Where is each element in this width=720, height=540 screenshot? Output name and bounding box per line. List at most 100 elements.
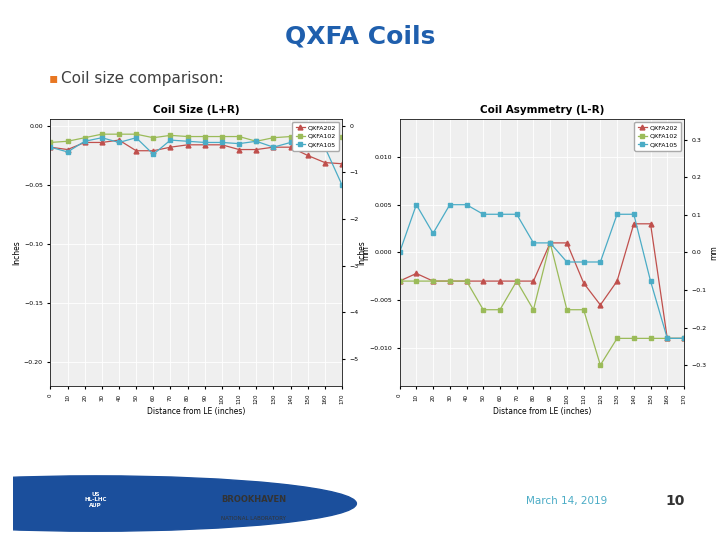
QXFA105	[235, 140, 243, 147]
QXFA202	[412, 270, 420, 276]
QXFA102	[63, 138, 72, 145]
QXFA105	[81, 138, 89, 145]
QXFA105	[546, 240, 554, 246]
QXFA105	[114, 139, 123, 146]
QXFA105	[184, 138, 192, 145]
QXFA202	[613, 278, 621, 285]
QXFA202	[114, 137, 123, 143]
QXFA202	[287, 144, 295, 151]
Text: BROOKHAVEN: BROOKHAVEN	[221, 495, 286, 504]
QXFA102	[462, 278, 471, 285]
Y-axis label: mm: mm	[709, 245, 719, 260]
Text: Coil size comparison:: Coil size comparison:	[61, 71, 224, 86]
X-axis label: Distance from LE (inches): Distance from LE (inches)	[492, 407, 591, 416]
QXFA202	[529, 278, 538, 285]
Text: ▪: ▪	[49, 71, 58, 85]
QXFA105	[513, 211, 521, 218]
QXFA105	[495, 211, 504, 218]
QXFA202	[269, 144, 278, 151]
QXFA202	[184, 141, 192, 148]
QXFA102	[613, 335, 621, 342]
QXFA105	[200, 139, 209, 146]
QXFA102	[149, 134, 158, 141]
QXFA202	[303, 152, 312, 159]
QXFA105	[428, 230, 437, 237]
Text: 10: 10	[666, 494, 685, 508]
Line: QXFA202: QXFA202	[397, 221, 686, 341]
QXFA202	[513, 278, 521, 285]
QXFA102	[495, 307, 504, 313]
QXFA102	[269, 134, 278, 141]
QXFA105	[613, 211, 621, 218]
QXFA105	[63, 148, 72, 155]
QXFA105	[303, 137, 312, 143]
QXFA102	[395, 278, 404, 285]
QXFA202	[596, 302, 605, 308]
QXFA102	[287, 133, 295, 140]
QXFA105	[132, 134, 140, 141]
QXFA102	[303, 133, 312, 140]
QXFA105	[287, 139, 295, 146]
Legend: QXFA202, QXFA102, QXFA105: QXFA202, QXFA102, QXFA105	[292, 122, 339, 151]
QXFA105	[338, 182, 346, 188]
QXFA202	[546, 240, 554, 246]
QXFA105	[269, 144, 278, 151]
QXFA102	[562, 307, 571, 313]
QXFA202	[252, 146, 261, 153]
Line: QXFA202: QXFA202	[48, 138, 344, 166]
QXFA102	[647, 335, 655, 342]
QXFA102	[132, 131, 140, 137]
Line: QXFA102: QXFA102	[397, 240, 686, 368]
QXFA202	[462, 278, 471, 285]
QXFA102	[428, 278, 437, 285]
QXFA105	[479, 211, 487, 218]
QXFA102	[338, 133, 346, 140]
Line: QXFA105: QXFA105	[48, 136, 344, 187]
Text: QXFA Coils: QXFA Coils	[285, 24, 435, 48]
Circle shape	[0, 476, 356, 531]
QXFA202	[338, 160, 346, 167]
Text: March 14, 2019: March 14, 2019	[526, 496, 607, 506]
Title: Coil Asymmetry (L-R): Coil Asymmetry (L-R)	[480, 105, 604, 115]
QXFA102	[217, 133, 226, 140]
QXFA102	[320, 133, 329, 140]
Legend: QXFA202, QXFA102, QXFA105: QXFA202, QXFA102, QXFA105	[634, 122, 681, 151]
QXFA105	[446, 201, 454, 208]
QXFA202	[428, 278, 437, 285]
Y-axis label: Inches: Inches	[357, 240, 366, 265]
Line: QXFA102: QXFA102	[48, 132, 344, 145]
QXFA105	[462, 201, 471, 208]
QXFA105	[395, 249, 404, 256]
QXFA102	[680, 335, 688, 342]
QXFA202	[395, 278, 404, 285]
QXFA105	[663, 335, 672, 342]
QXFA102	[97, 131, 106, 137]
Line: QXFA105: QXFA105	[397, 202, 686, 341]
QXFA202	[320, 159, 329, 166]
QXFA105	[412, 201, 420, 208]
QXFA202	[680, 335, 688, 342]
QXFA105	[562, 259, 571, 265]
QXFA202	[479, 278, 487, 285]
QXFA102	[166, 132, 175, 139]
QXFA202	[97, 139, 106, 146]
QXFA102	[546, 240, 554, 246]
QXFA105	[217, 139, 226, 146]
QXFA202	[580, 280, 588, 286]
QXFA202	[217, 141, 226, 148]
QXFA202	[46, 144, 55, 151]
Title: Coil Size (L+R): Coil Size (L+R)	[153, 105, 240, 115]
QXFA105	[529, 240, 538, 246]
QXFA105	[647, 278, 655, 285]
QXFA102	[412, 278, 420, 285]
QXFA202	[81, 139, 89, 146]
QXFA202	[63, 146, 72, 153]
QXFA202	[629, 220, 638, 227]
QXFA102	[629, 335, 638, 342]
QXFA102	[446, 278, 454, 285]
X-axis label: Distance from LE (inches): Distance from LE (inches)	[147, 407, 246, 416]
QXFA105	[252, 138, 261, 145]
QXFA202	[446, 278, 454, 285]
QXFA102	[46, 139, 55, 146]
QXFA102	[200, 133, 209, 140]
